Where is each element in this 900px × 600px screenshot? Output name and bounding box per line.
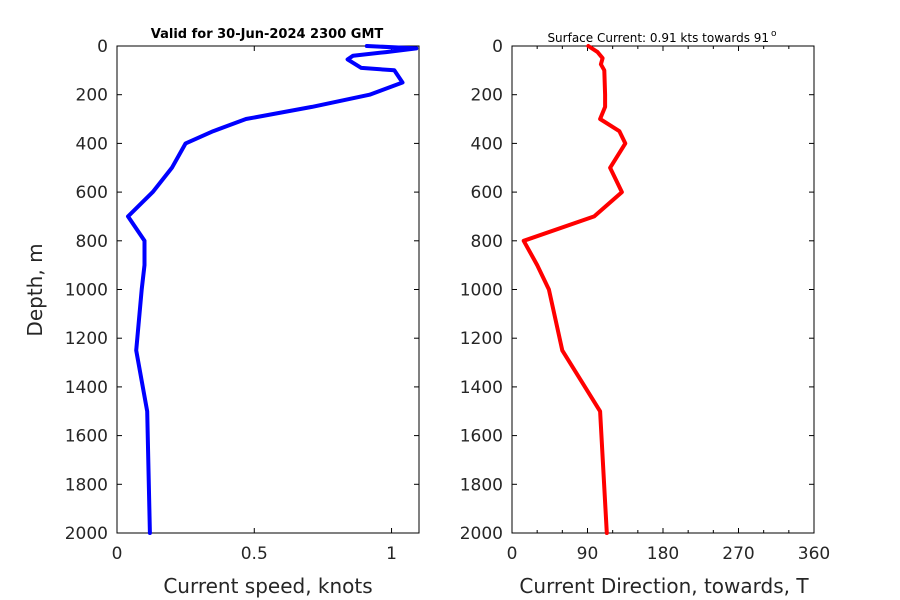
direction-y-tick-label: 400 <box>471 134 503 154</box>
direction-chart: Surface Current: 0.91 kts towards 91 o 02… <box>460 29 830 598</box>
speed-chart: Valid for 30-Jun-2024 2300 GMT 0 200 400 60… <box>23 27 420 598</box>
direction-plot-area <box>511 45 815 534</box>
speed-series <box>126 44 419 535</box>
speed-chart-title: Valid for 30-Jun-2024 2300 GMT <box>151 27 384 42</box>
direction-series <box>521 44 628 535</box>
direction-x-tick-label: 0 <box>507 544 518 564</box>
direction-x-axis-label: Current Direction, towards, T <box>519 574 809 598</box>
speed-x-tick-label: 0 <box>112 544 123 564</box>
speed-y-tick-label: 1000 <box>65 281 108 301</box>
direction-title-text: Surface Current: 0.91 kts towards 91 <box>547 31 769 45</box>
speed-y-tick-label: 1800 <box>65 475 108 495</box>
speed-y-tick-label: 600 <box>76 183 108 203</box>
direction-chart-title: Surface Current: 0.91 kts towards 91 o <box>547 29 777 45</box>
degree-superscript: o <box>771 29 777 39</box>
direction-x-tick-label: 270 <box>722 544 754 564</box>
speed-profile-line <box>126 44 419 535</box>
depth-y-axis-label: Depth, m <box>23 243 47 336</box>
speed-y-tick-label: 200 <box>76 86 108 106</box>
speed-y-tick-label: 1400 <box>65 378 108 398</box>
direction-y-tick-label: 2000 <box>460 524 503 544</box>
speed-y-tick-label: 1600 <box>65 427 108 447</box>
direction-y-tick-label: 1800 <box>460 475 503 495</box>
direction-y-tick-label: 800 <box>471 232 503 252</box>
direction-y-tick-label: 1400 <box>460 378 503 398</box>
direction-profile-line <box>521 44 628 535</box>
speed-x-axis-label: Current speed, knots <box>163 574 372 598</box>
speed-y-tick-label: 400 <box>76 134 108 154</box>
speed-x-tick-label: 1 <box>386 544 397 564</box>
direction-y-tick-label: 1000 <box>460 281 503 301</box>
speed-y-tick-label: 1200 <box>65 329 108 349</box>
direction-y-tick-label: 1600 <box>460 427 503 447</box>
speed-x-tick-label: 0.5 <box>241 544 268 564</box>
direction-x-tick-label: 90 <box>577 544 599 564</box>
speed-y-tick-label: 2000 <box>65 524 108 544</box>
direction-x-tick-label: 360 <box>798 544 830 564</box>
speed-y-tick-label: 800 <box>76 232 108 252</box>
direction-x-tick-label: 180 <box>647 544 679 564</box>
direction-y-tick-label: 200 <box>471 86 503 106</box>
direction-y-tick-label: 0 <box>492 37 503 57</box>
direction-y-tick-label: 1200 <box>460 329 503 349</box>
direction-y-tick-label: 600 <box>471 183 503 203</box>
speed-plot-area <box>116 45 420 534</box>
speed-y-tick-label: 0 <box>97 37 108 57</box>
